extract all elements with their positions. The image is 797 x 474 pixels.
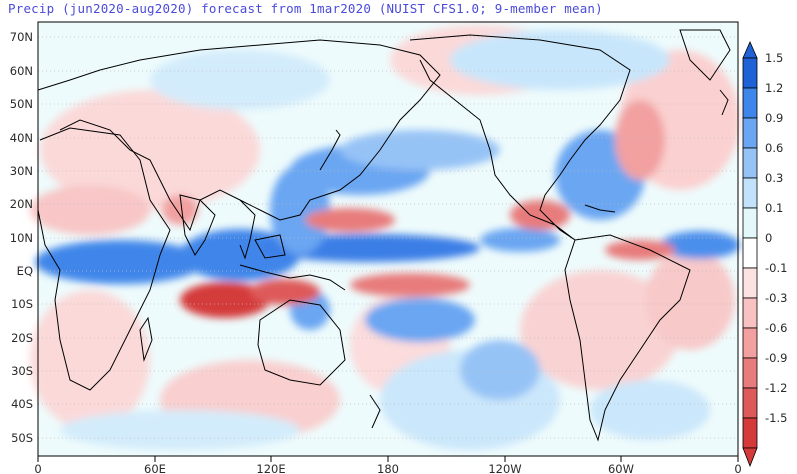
colorbar-top-arrow (742, 41, 758, 59)
lon-label: 120E (256, 462, 285, 474)
colorbar-swatch (742, 207, 758, 239)
colorbar-swatch (742, 297, 758, 329)
colorbar-swatch (742, 147, 758, 179)
lat-label: 20S (11, 331, 33, 345)
colorbar-label: 1.2 (765, 81, 783, 95)
lat-label: 60N (10, 64, 33, 78)
colorbar-label: -1.2 (765, 381, 787, 395)
colorbar-label: 0.9 (765, 111, 783, 125)
colorbar-label: -0.6 (765, 321, 787, 335)
lon-label: 0 (734, 462, 741, 474)
colorbar-bottom-arrow (742, 447, 758, 468)
lat-label: 70N (10, 30, 33, 44)
lat-label: 40N (10, 131, 33, 145)
colorbar-swatch (742, 87, 758, 119)
colorbar-swatch (742, 237, 758, 269)
lat-label: EQ (17, 264, 33, 278)
lat-label: 50S (11, 431, 33, 445)
latitude-labels: 70N 60N 50N 40N 30N 20N 10N EQ 10S 20S 3… (10, 30, 33, 445)
lat-label: 30S (11, 364, 33, 378)
colorbar-label: -0.1 (765, 261, 787, 275)
coastlines (37, 29, 731, 442)
lat-label: 10S (11, 297, 33, 311)
colorbar-swatch (742, 117, 758, 149)
colorbar-swatch (742, 57, 758, 89)
colorbar-label: 0 (765, 231, 772, 245)
colorbar-swatch (742, 387, 758, 419)
colorbar-label: 0.1 (765, 201, 783, 215)
colorbar-swatch (742, 327, 758, 359)
map-field (30, 22, 740, 456)
colorbar-label: 0.6 (765, 141, 783, 155)
lon-label: 120W (488, 462, 521, 474)
colorbar-swatch (742, 177, 758, 209)
lon-label: 60E (144, 462, 166, 474)
colorbar-label: 1.5 (765, 51, 783, 65)
colorbar: 1.5 1.2 0.9 0.6 0.3 0.1 0 -0.1 -0.3 -0.6 -0.9 -1.2 -… (742, 41, 787, 468)
lon-label: 60W (608, 462, 634, 474)
lat-label: 20N (10, 197, 33, 211)
colorbar-swatch (742, 417, 758, 449)
colorbar-label: -0.3 (765, 291, 787, 305)
latitude-gridlines (38, 36, 738, 439)
lon-label: 0 (34, 462, 41, 474)
colorbar-label: -0.9 (765, 351, 787, 365)
lat-label: 30N (10, 164, 33, 178)
map-title: Precip (jun2020-aug2020) forecast from 1… (8, 1, 603, 16)
colorbar-swatch (742, 357, 758, 389)
colorbar-label: -1.5 (765, 411, 787, 425)
longitude-labels: 0 60E 120E 180 120W 60W 0 (34, 462, 741, 474)
colorbar-label: 0.3 (765, 171, 783, 185)
lat-label: 50N (10, 97, 33, 111)
lat-label: 40S (11, 397, 33, 411)
lon-label: 180 (377, 462, 399, 474)
lat-label: 10N (10, 231, 33, 245)
longitude-ticks (37, 456, 739, 462)
colorbar-swatch (742, 267, 758, 299)
